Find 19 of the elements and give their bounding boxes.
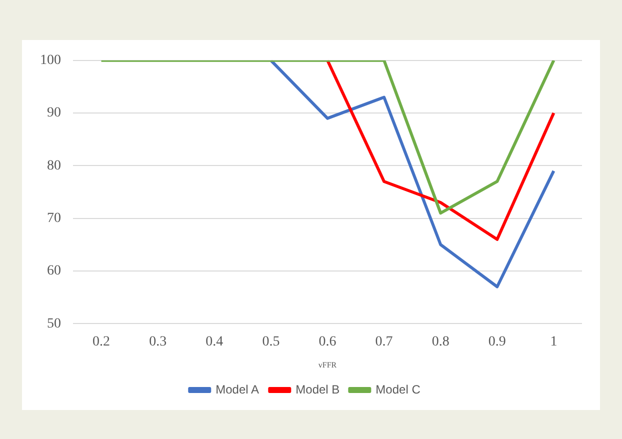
x-tick-label: 0.8 <box>432 334 450 350</box>
y-tick-label: 80 <box>47 158 61 174</box>
x-tick-label: 0.5 <box>262 334 280 350</box>
y-tick-label: 50 <box>47 316 61 332</box>
legend-label: Model C <box>376 382 421 396</box>
y-tick-label: 90 <box>47 106 61 121</box>
x-tick-label: 0.3 <box>149 334 167 350</box>
x-tick-label: 0.2 <box>92 334 110 350</box>
y-tick-label: 70 <box>47 210 61 226</box>
y-tick-label: 100 <box>40 53 61 68</box>
legend-label: Model B <box>296 382 340 396</box>
x-tick-label: 0.7 <box>375 334 393 350</box>
x-axis-title: vFFR <box>318 360 338 370</box>
x-tick-label: 0.4 <box>206 334 224 350</box>
legend-label: Model A <box>216 382 259 396</box>
x-tick-label: 0.6 <box>318 334 336 350</box>
x-tick-label: 1 <box>550 334 558 350</box>
x-tick-label: 0.9 <box>488 334 506 350</box>
y-tick-label: 60 <box>47 264 61 279</box>
